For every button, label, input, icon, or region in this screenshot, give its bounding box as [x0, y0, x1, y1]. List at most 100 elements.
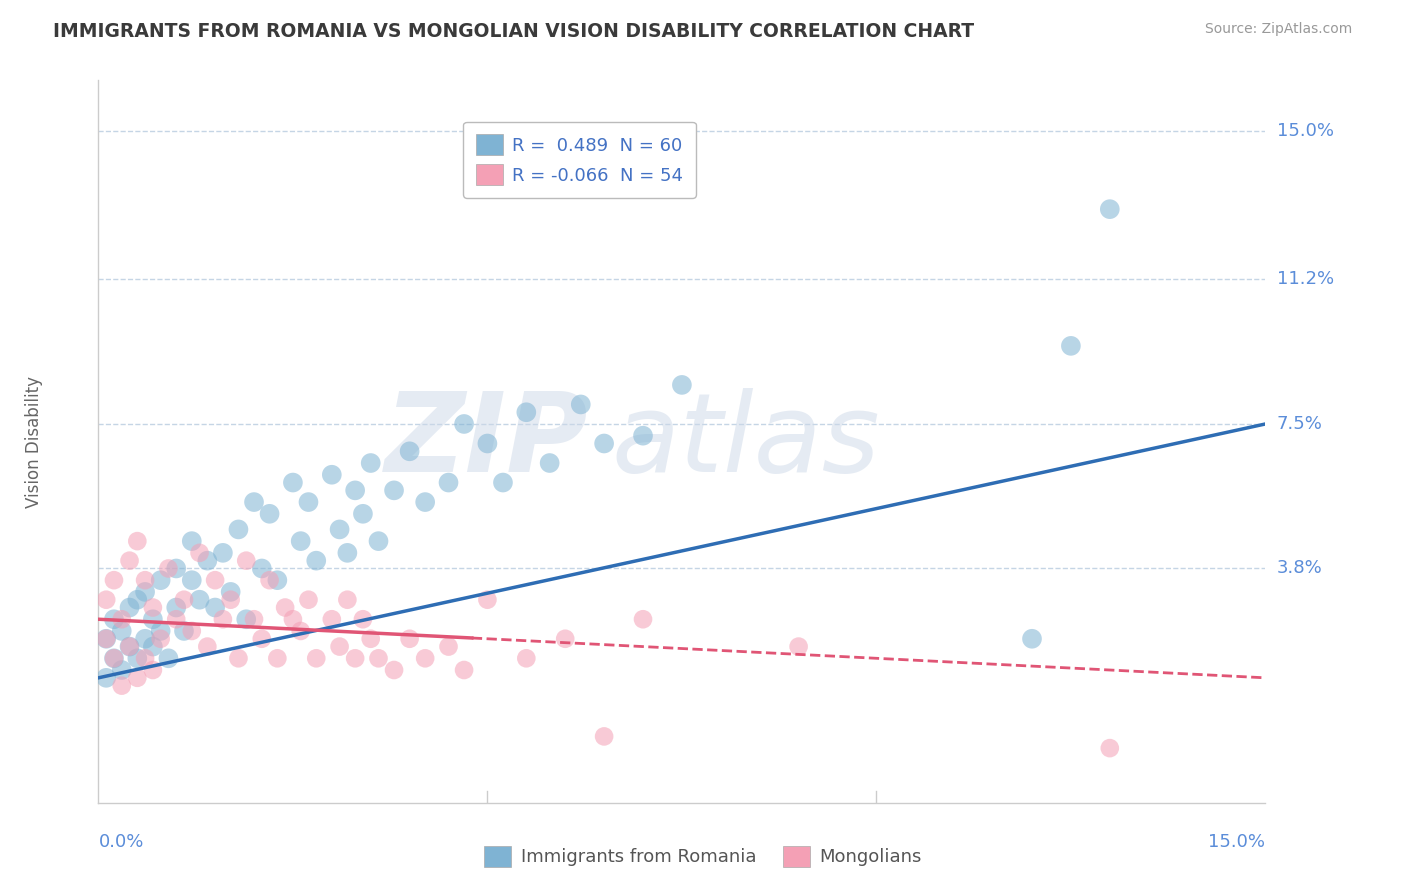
Point	[290, 534, 312, 549]
Point	[344, 651, 367, 665]
Point	[515, 651, 537, 665]
Point	[134, 632, 156, 646]
Point	[142, 640, 165, 654]
Point	[437, 640, 460, 654]
Point	[352, 612, 374, 626]
Point	[1098, 202, 1121, 216]
Point	[515, 405, 537, 419]
Point	[118, 640, 141, 654]
Point	[111, 624, 134, 638]
Point	[180, 624, 202, 638]
Point	[413, 495, 436, 509]
Point	[453, 417, 475, 431]
Point	[111, 663, 134, 677]
Point	[336, 592, 359, 607]
Point	[290, 624, 312, 638]
Point	[593, 730, 616, 744]
Point	[538, 456, 561, 470]
Point	[195, 640, 218, 654]
Point	[96, 632, 118, 646]
Text: ZIP: ZIP	[385, 388, 589, 495]
Point	[360, 456, 382, 470]
Point	[142, 612, 165, 626]
Text: 3.8%: 3.8%	[1277, 559, 1322, 577]
Point	[96, 592, 118, 607]
Point	[134, 651, 156, 665]
Point	[111, 612, 134, 626]
Point	[259, 507, 281, 521]
Point	[165, 612, 187, 626]
Point	[219, 585, 242, 599]
Point	[250, 561, 273, 575]
Point	[352, 507, 374, 521]
Point	[188, 592, 211, 607]
Point	[173, 624, 195, 638]
Point	[671, 378, 693, 392]
Point	[329, 640, 352, 654]
Point	[235, 612, 257, 626]
Point	[243, 612, 266, 626]
Text: 15.0%: 15.0%	[1277, 122, 1333, 140]
Point	[266, 573, 288, 587]
Point	[103, 573, 125, 587]
Text: 15.0%: 15.0%	[1208, 833, 1265, 851]
Point	[360, 632, 382, 646]
Text: 7.5%: 7.5%	[1277, 415, 1323, 433]
Point	[149, 573, 172, 587]
Point	[382, 663, 405, 677]
Point	[329, 523, 352, 537]
Point	[212, 612, 235, 626]
Point	[134, 573, 156, 587]
Point	[219, 592, 242, 607]
Point	[367, 534, 389, 549]
Point	[398, 444, 420, 458]
Point	[228, 523, 250, 537]
Point	[127, 534, 149, 549]
Point	[631, 428, 654, 442]
Point	[477, 436, 499, 450]
Point	[305, 651, 328, 665]
Point	[1060, 339, 1083, 353]
Point	[453, 663, 475, 677]
Text: Source: ZipAtlas.com: Source: ZipAtlas.com	[1205, 22, 1353, 37]
Point	[631, 612, 654, 626]
Point	[118, 600, 141, 615]
Point	[569, 397, 592, 411]
Point	[382, 483, 405, 498]
Point	[297, 495, 319, 509]
Point	[142, 600, 165, 615]
Point	[134, 585, 156, 599]
Text: atlas: atlas	[612, 388, 880, 495]
Point	[492, 475, 515, 490]
Point	[336, 546, 359, 560]
Point	[165, 561, 187, 575]
Point	[344, 483, 367, 498]
Point	[413, 651, 436, 665]
Legend: R =  0.489  N = 60, R = -0.066  N = 54: R = 0.489 N = 60, R = -0.066 N = 54	[464, 122, 696, 198]
Point	[235, 554, 257, 568]
Point	[96, 671, 118, 685]
Point	[787, 640, 810, 654]
Point	[180, 573, 202, 587]
Text: IMMIGRANTS FROM ROMANIA VS MONGOLIAN VISION DISABILITY CORRELATION CHART: IMMIGRANTS FROM ROMANIA VS MONGOLIAN VIS…	[53, 22, 974, 41]
Point	[281, 475, 304, 490]
Point	[228, 651, 250, 665]
Point	[1098, 741, 1121, 756]
Point	[212, 546, 235, 560]
Point	[157, 561, 180, 575]
Point	[118, 554, 141, 568]
Point	[250, 632, 273, 646]
Point	[149, 632, 172, 646]
Point	[297, 592, 319, 607]
Point	[127, 671, 149, 685]
Point	[111, 679, 134, 693]
Point	[593, 436, 616, 450]
Point	[204, 573, 226, 587]
Point	[305, 554, 328, 568]
Point	[103, 651, 125, 665]
Point	[477, 592, 499, 607]
Text: 0.0%: 0.0%	[98, 833, 143, 851]
Point	[204, 600, 226, 615]
Point	[103, 612, 125, 626]
Point	[321, 467, 343, 482]
